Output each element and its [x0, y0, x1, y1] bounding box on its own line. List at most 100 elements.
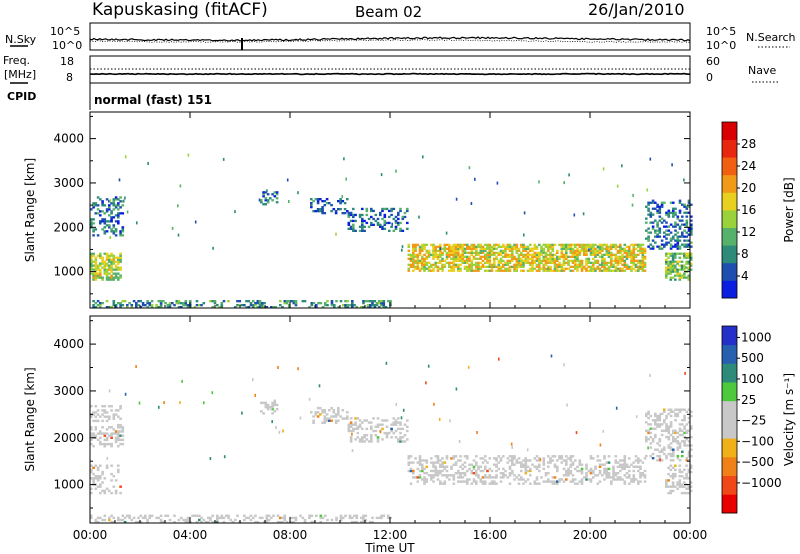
data-cell — [209, 516, 212, 520]
data-cell — [594, 255, 597, 258]
data-cell — [92, 228, 95, 231]
data-cell — [353, 514, 356, 517]
data-cell — [452, 457, 456, 460]
data-cell — [669, 464, 673, 467]
data-cell — [168, 306, 172, 309]
data-cell — [119, 260, 122, 263]
data-cell — [401, 248, 403, 252]
x-tick-label: 12:00 — [373, 528, 408, 542]
data-cell — [484, 249, 487, 252]
data-cell — [676, 414, 680, 418]
data-cell — [497, 267, 501, 270]
data-cell — [103, 266, 107, 269]
scatter-region — [407, 243, 647, 272]
data-cell — [273, 410, 277, 413]
colorbar-label: Velocity [m s⁻¹] — [782, 373, 796, 466]
data-cell — [119, 417, 122, 420]
data-cell — [90, 468, 93, 472]
data-cell — [468, 257, 471, 260]
data-cell — [409, 255, 413, 258]
data-cell — [99, 272, 102, 275]
data-cell — [380, 516, 383, 520]
data-cell — [425, 478, 429, 481]
data-cell — [434, 465, 438, 468]
data-cell — [632, 257, 636, 260]
data-cell — [678, 470, 682, 474]
data-cell — [634, 265, 638, 268]
data-cell — [565, 261, 568, 264]
data-cell — [459, 269, 462, 272]
data-cell — [193, 514, 197, 517]
data-cell — [218, 516, 221, 520]
data-cell — [607, 251, 611, 254]
data-cell — [399, 229, 402, 232]
data-cell — [683, 485, 686, 488]
data-cell — [117, 198, 120, 201]
data-cell — [216, 518, 219, 522]
data-cell — [529, 269, 532, 272]
data-cell — [261, 302, 264, 305]
data-cell — [499, 459, 503, 462]
data-cell — [387, 300, 390, 303]
data-cell — [547, 267, 550, 270]
data-cell — [672, 431, 675, 435]
data-cell — [547, 259, 550, 262]
data-cell — [689, 256, 693, 259]
data-cell — [680, 475, 684, 478]
data-cell — [690, 215, 693, 218]
colorbar-tick-label: −100 — [741, 434, 774, 448]
data-cell — [619, 267, 622, 270]
nsearch-label: N.Search — [746, 31, 796, 44]
data-cell — [672, 438, 675, 441]
data-cell — [511, 247, 514, 250]
data-cell — [685, 252, 688, 255]
data-cell — [614, 459, 618, 462]
data-cell — [316, 415, 320, 418]
data-cell — [397, 417, 400, 420]
data-cell — [96, 300, 100, 303]
data-cell — [436, 253, 440, 256]
data-cell — [403, 423, 407, 426]
data-cell — [535, 245, 539, 248]
data-cell — [556, 257, 559, 260]
data-cell — [254, 514, 257, 517]
data-cell — [619, 249, 622, 252]
data-cell — [110, 218, 113, 221]
data-cell — [623, 457, 627, 460]
data-cell — [542, 480, 546, 483]
data-cell — [308, 514, 311, 517]
data-cell — [681, 203, 684, 206]
data-cell — [667, 425, 671, 428]
data-cell — [112, 254, 116, 257]
data-cell — [681, 429, 684, 432]
data-cell — [587, 469, 591, 473]
data-cell — [399, 423, 402, 426]
data-cell — [439, 255, 442, 258]
data-cell — [639, 245, 642, 248]
data-cell — [672, 448, 675, 451]
data-cell — [669, 270, 673, 273]
data-cell — [416, 243, 420, 246]
data-cell — [683, 205, 686, 208]
data-cell — [625, 265, 629, 268]
data-cell — [656, 229, 659, 232]
data-cell — [108, 266, 111, 269]
data-cell — [423, 257, 426, 260]
data-cell — [99, 442, 102, 446]
data-cell — [94, 272, 98, 275]
data-cell — [649, 446, 653, 449]
data-cell — [477, 474, 480, 477]
data-cell — [499, 457, 503, 460]
data-cell — [683, 408, 686, 411]
data-cell — [621, 467, 624, 471]
data-cell — [497, 251, 501, 254]
data-cell — [445, 469, 449, 473]
data-cell — [348, 514, 352, 517]
data-cell — [628, 249, 631, 252]
data-cell — [621, 164, 623, 168]
data-cell — [687, 229, 691, 232]
data-cell — [497, 265, 501, 268]
data-cell — [574, 243, 577, 246]
data-cell — [689, 489, 693, 493]
data-cell — [92, 234, 95, 237]
